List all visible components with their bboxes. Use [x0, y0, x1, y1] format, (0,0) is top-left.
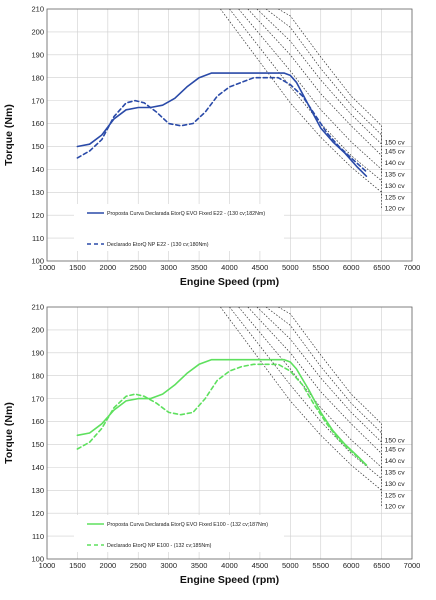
x-tick-label: 2000	[99, 263, 116, 272]
x-tick-label: 1000	[39, 263, 56, 272]
power-curve-line	[265, 307, 382, 449]
y-tick-label: 110	[32, 532, 44, 541]
x-axis-title: Engine Speed (rpm)	[180, 574, 279, 586]
y-tick-label: 160	[31, 417, 44, 426]
series-line-solid	[76, 72, 368, 177]
x-tick-label: 7000	[404, 561, 421, 570]
y-tick-label: 160	[31, 119, 44, 128]
y-tick-label: 150	[31, 440, 44, 449]
y-tick-label: 140	[31, 165, 44, 174]
x-tick-label: 4000	[221, 561, 238, 570]
power-curve-label: 130 cv	[385, 481, 406, 488]
power-curve-line	[247, 307, 382, 472]
x-tick-label: 2500	[130, 263, 147, 272]
power-curve-label: 130 cv	[385, 183, 406, 190]
y-axis-title: Torque (Nm)	[3, 104, 15, 166]
y-axis-title: Torque (Nm)	[3, 402, 15, 464]
power-curve-label: 125 cv	[385, 194, 406, 201]
y-tick-label: 180	[31, 73, 44, 82]
legend-label: Declarado EtorQ NP E100 - (132 cv;185Nm)	[107, 543, 212, 549]
chart-1: 1000 1500 2000 2500 3000 3500 4000 4500 5000 5500…	[3, 5, 420, 288]
y-tick-label: 110	[32, 234, 44, 243]
y-tick-label: 130	[31, 188, 44, 197]
legend-label: Proposta Curva Declarada EtorQ EVO Fixed…	[107, 522, 268, 528]
y-tick-label: 190	[31, 51, 44, 60]
power-curve-label: 150 cv	[385, 437, 406, 444]
x-tick-label: 3500	[191, 561, 208, 570]
x-tick-label: 3000	[160, 263, 177, 272]
x-tick-label: 6500	[373, 561, 390, 570]
power-curve-line	[238, 307, 382, 484]
power-curve-line	[238, 9, 382, 186]
power-curve-label: 140 cv	[385, 458, 406, 465]
legend-label: Declarado EtorQ NP E22 - (130 cv;180Nm)	[107, 242, 209, 248]
power-curve-line	[247, 9, 382, 174]
y-tick-label: 170	[31, 96, 44, 105]
x-tick-label: 5500	[312, 561, 329, 570]
x-tick-label: 5000	[282, 561, 299, 570]
power-curve-label: 150 cv	[385, 139, 406, 146]
y-tick-label: 120	[31, 211, 44, 220]
y-tick-label: 190	[31, 349, 44, 358]
power-curve-label: 135 cv	[385, 171, 406, 178]
power-curve-line	[229, 307, 382, 495]
y-tick-label: 100	[31, 555, 44, 564]
power-curve-line	[256, 9, 382, 163]
y-tick-label: 210	[31, 303, 44, 312]
x-tick-label: 4500	[252, 561, 269, 570]
x-tick-label: 1500	[69, 263, 86, 272]
power-curve-label: 145 cv	[385, 446, 406, 453]
y-tick-label: 180	[31, 371, 44, 380]
power-curve-label: 140 cv	[385, 160, 406, 167]
power-curve-label: 145 cv	[385, 148, 406, 155]
power-curve-line	[278, 9, 382, 142]
x-tick-label: 6000	[343, 561, 360, 570]
x-tick-label: 4500	[252, 263, 269, 272]
legend-box	[74, 204, 284, 251]
y-tick-label: 120	[31, 509, 44, 518]
chart-2: 1000 1500 2000 2500 3000 3500 4000 4500 5000 5500…	[3, 303, 420, 586]
x-tick-label: 5000	[282, 263, 299, 272]
series-line-solid	[76, 358, 368, 466]
power-curve-line	[220, 307, 382, 507]
x-tick-label: 7000	[404, 263, 421, 272]
x-tick-label: 1000	[39, 561, 56, 570]
y-tick-label: 100	[31, 257, 44, 266]
x-tick-label: 2000	[99, 561, 116, 570]
x-tick-label: 5500	[312, 263, 329, 272]
y-tick-label: 140	[31, 463, 44, 472]
legend-label: Proposta Curva Declarada EtorQ EVO Fixed…	[107, 211, 265, 217]
x-tick-label: 1500	[69, 561, 86, 570]
power-curve-label: 135 cv	[385, 469, 406, 476]
y-tick-label: 200	[31, 28, 44, 37]
y-tick-label: 150	[31, 142, 44, 151]
power-curve-label: 120 cv	[385, 206, 406, 213]
x-tick-label: 3000	[160, 561, 177, 570]
legend-box	[74, 515, 284, 552]
series-line-dashed	[76, 363, 368, 466]
y-tick-label: 130	[31, 486, 44, 495]
power-curve-label: 125 cv	[385, 492, 406, 499]
power-curve-line	[256, 307, 382, 461]
power-curve-line	[220, 9, 382, 209]
power-curve-label: 120 cv	[385, 504, 406, 511]
x-tick-label: 2500	[130, 561, 147, 570]
x-tick-label: 6500	[373, 263, 390, 272]
series-line-dashed	[76, 76, 368, 173]
x-axis-title: Engine Speed (rpm)	[180, 276, 279, 288]
y-tick-label: 210	[31, 5, 44, 14]
x-tick-label: 6000	[343, 263, 360, 272]
x-tick-label: 3500	[191, 263, 208, 272]
y-tick-label: 200	[31, 326, 44, 335]
power-curve-line	[278, 307, 382, 440]
x-tick-label: 4000	[221, 263, 238, 272]
y-tick-label: 170	[31, 394, 44, 403]
